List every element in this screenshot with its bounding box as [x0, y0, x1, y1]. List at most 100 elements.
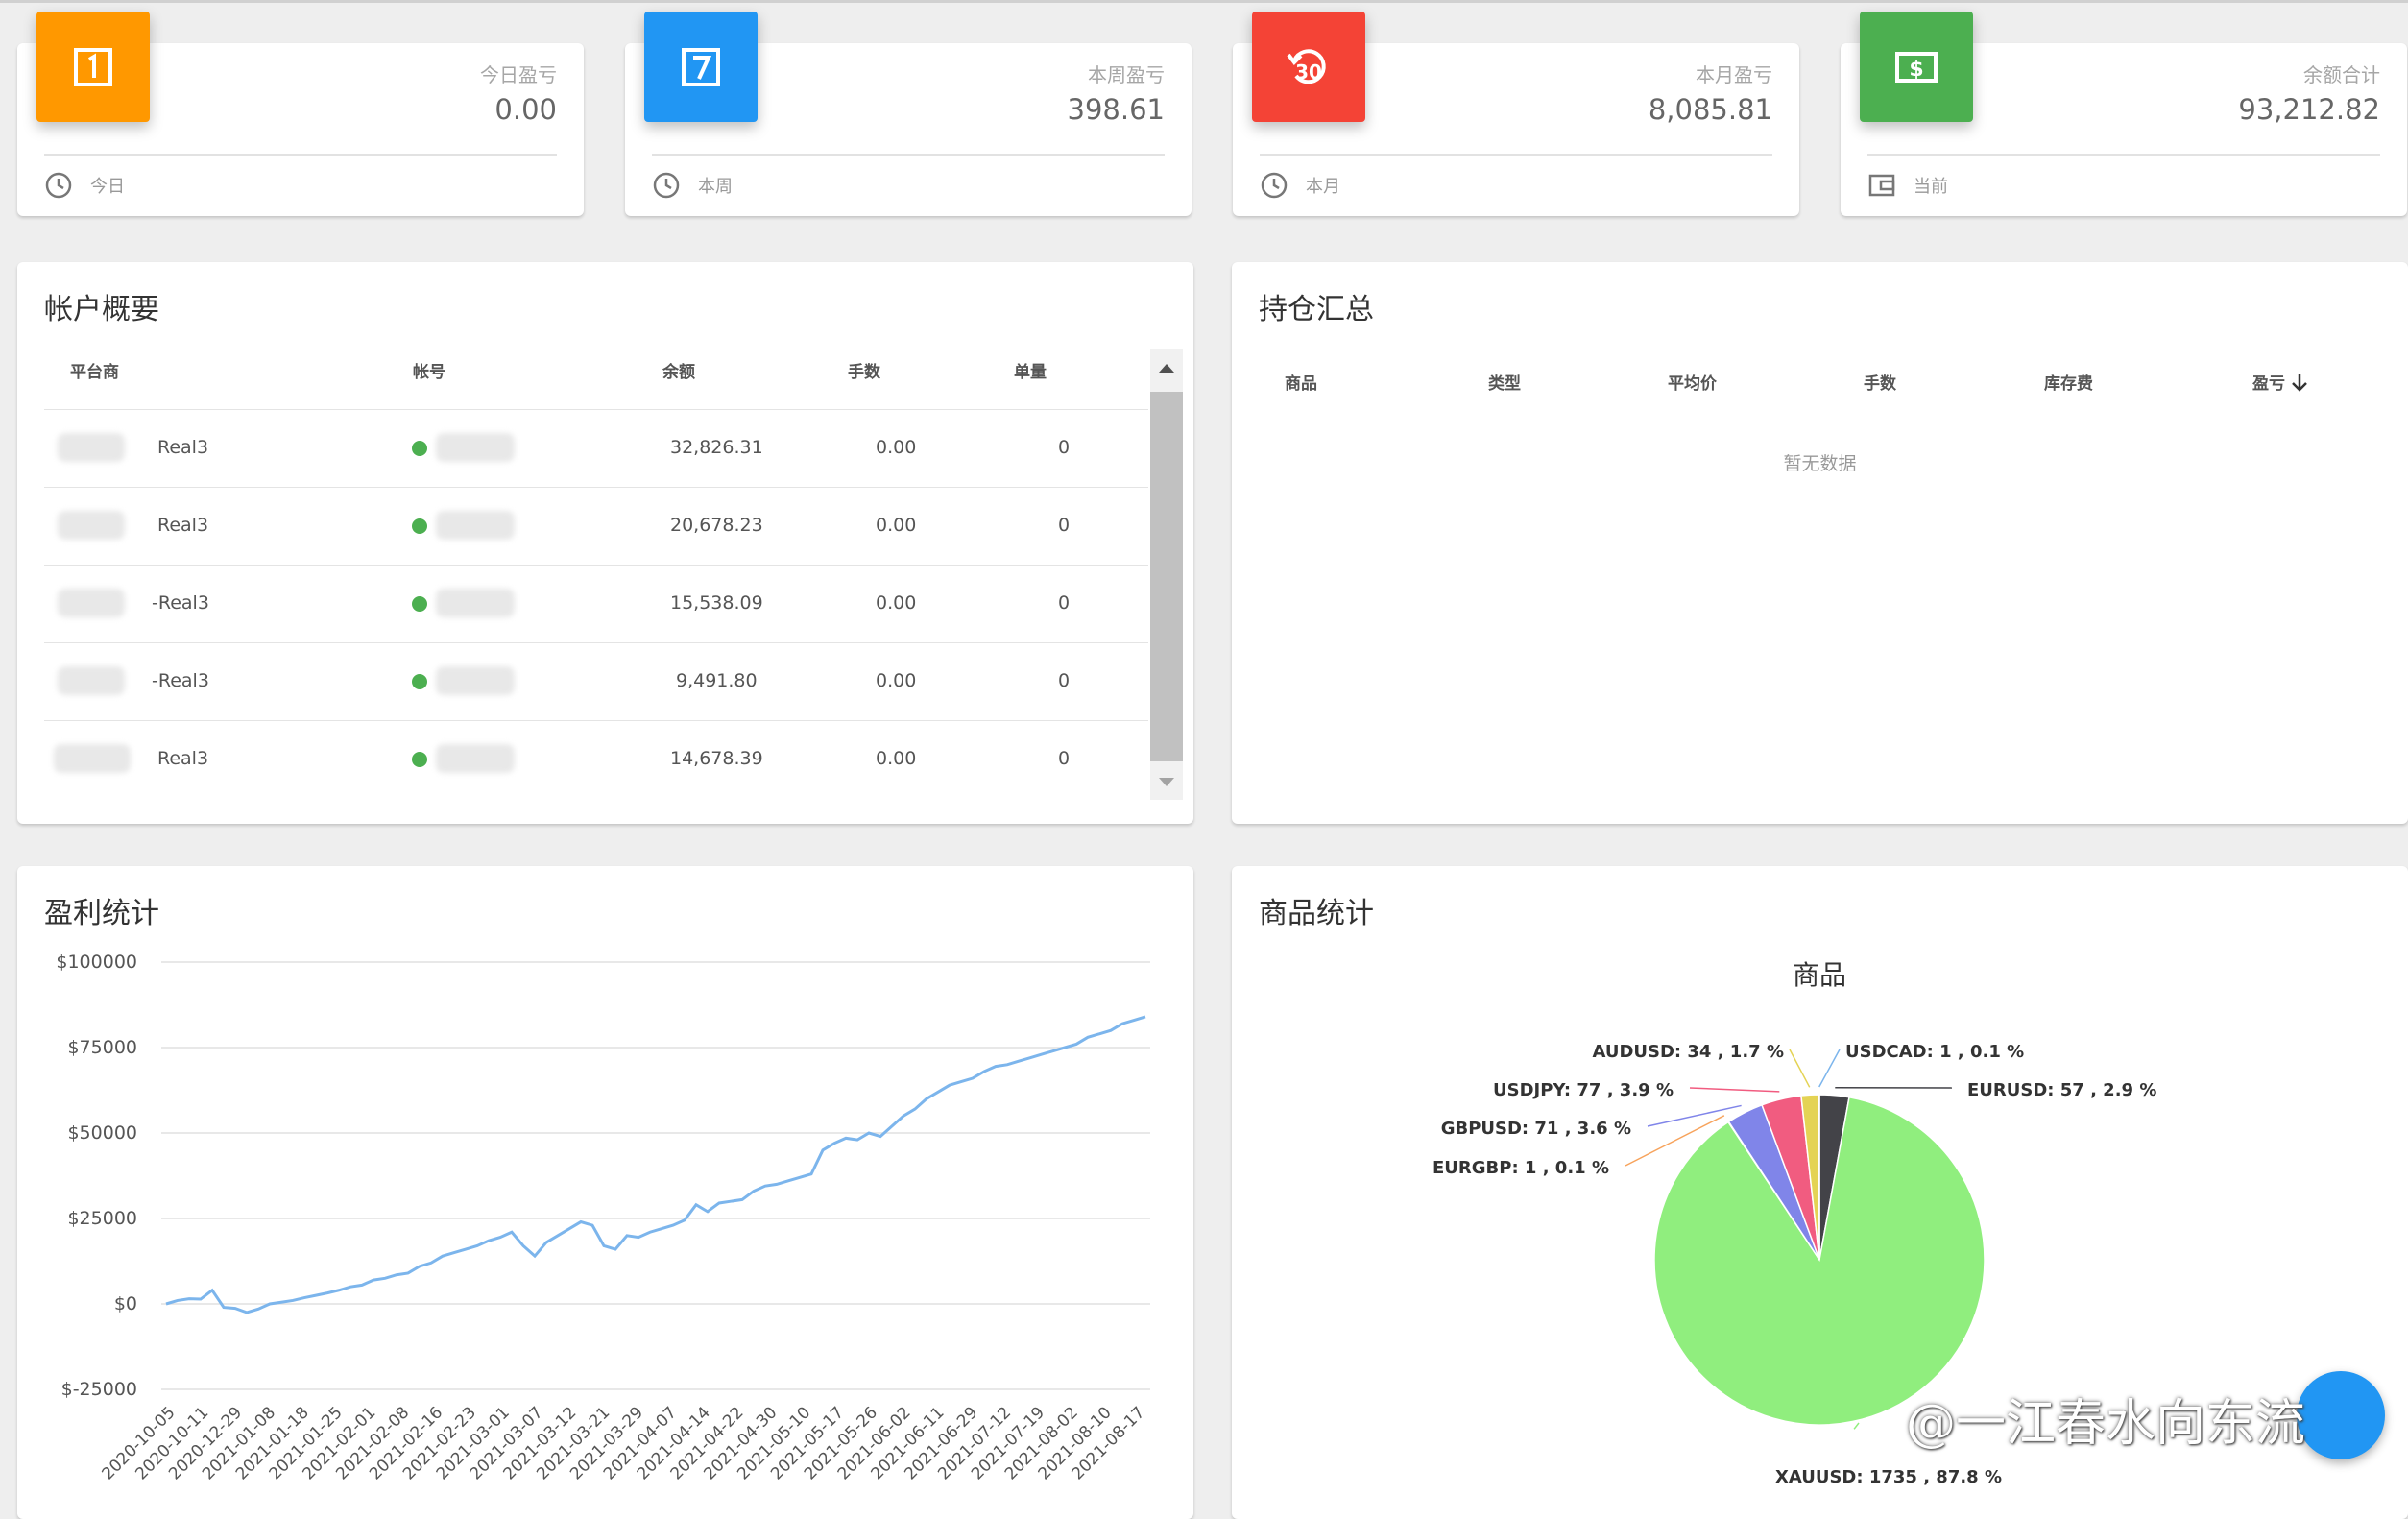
cell-broker: -Real3	[152, 670, 209, 691]
cell-orders: 0	[1058, 670, 1070, 691]
calendar-7-icon	[680, 46, 722, 88]
col-header-broker[interactable]: 平台商	[70, 358, 119, 382]
stat-value: 398.61	[1068, 93, 1165, 126]
scroll-down-arrow-icon[interactable]	[1150, 768, 1183, 797]
clock-icon	[1260, 171, 1288, 200]
status-dot	[412, 596, 427, 612]
redacted-broker	[58, 511, 125, 540]
cell-orders: 0	[1058, 515, 1070, 536]
redacted-account	[436, 666, 515, 695]
redacted-account	[436, 744, 515, 773]
stat-footer-label: 本月	[1306, 173, 1340, 198]
y-tick-label: $25000	[67, 1208, 137, 1229]
clock-icon	[652, 171, 681, 200]
pie-label-usdjpy: USDJPY: 77 , 3.9 %	[1493, 1080, 1674, 1100]
scroll-up-arrow-icon[interactable]	[1150, 353, 1183, 382]
col-header-account[interactable]: 帐号	[413, 358, 445, 382]
pie-connector	[1819, 1049, 1840, 1087]
cell-balance: 9,491.80	[676, 670, 758, 691]
watermark-text: @一江春水向东流	[1906, 1383, 2305, 1455]
history-30-icon: 30	[1285, 43, 1333, 91]
stat-footer-label: 今日	[90, 173, 125, 198]
stat-footer-label: 本周	[698, 173, 733, 198]
redacted-account	[436, 433, 515, 462]
y-tick-label: $75000	[67, 1037, 137, 1058]
pie-label-gbpusd: GBPUSD: 71 , 3.6 %	[1441, 1119, 1631, 1139]
pie-label-xauusd: XAUUSD: 1735 , 87.8 %	[1775, 1467, 2002, 1487]
pie-connector	[1790, 1049, 1810, 1087]
stat-icon-box	[36, 12, 150, 122]
col-header-lots[interactable]: 手数	[848, 358, 880, 382]
table-row[interactable]: -Real3 9,491.80 0.00 0	[44, 642, 1148, 721]
stat-label: 余额合计	[2303, 60, 2380, 87]
stat-icon-box: $	[1860, 12, 1973, 122]
col-header-orders[interactable]: 单量	[1014, 358, 1047, 382]
cell-orders: 0	[1058, 437, 1070, 458]
floating-action-button[interactable]	[2297, 1371, 2385, 1459]
stat-divider	[44, 154, 557, 156]
redacted-broker	[58, 666, 125, 695]
cell-lots: 0.00	[876, 748, 916, 769]
col-header-type[interactable]: 类型	[1488, 370, 1521, 394]
scrollbar-thumb[interactable]	[1150, 392, 1183, 761]
pie-title: 商品	[1793, 959, 1846, 991]
cell-broker: -Real3	[152, 592, 209, 614]
stat-card-today: 今日盈亏 0.00 今日	[17, 43, 584, 216]
col-header-avg-price[interactable]: 平均价	[1668, 370, 1717, 394]
stat-icon-box	[644, 12, 758, 122]
stat-value: 8,085.81	[1649, 93, 1772, 126]
col-header-balance[interactable]: 余额	[662, 358, 695, 382]
status-dot	[412, 518, 427, 534]
cell-orders: 0	[1058, 748, 1070, 769]
redacted-broker	[54, 744, 131, 773]
col-header-profit-label: 盈亏	[2252, 370, 2285, 394]
stat-label: 今日盈亏	[480, 60, 557, 87]
col-header-symbol[interactable]: 商品	[1285, 370, 1317, 394]
money-icon: $	[1894, 48, 1938, 86]
svg-text:$: $	[1909, 58, 1923, 82]
stat-card-balance: $ 余额合计 93,212.82 当前	[1841, 43, 2407, 216]
table-row[interactable]: Real3 20,678.23 0.00 0	[44, 487, 1148, 566]
cell-lots: 0.00	[876, 670, 916, 691]
empty-state-text: 暂无数据	[1232, 449, 2408, 475]
sort-desc-icon[interactable]	[2289, 371, 2310, 394]
cell-broker: Real3	[157, 437, 208, 458]
stat-footer: 今日	[44, 171, 125, 200]
cell-lots: 0.00	[876, 437, 916, 458]
y-tick-label: $100000	[56, 952, 137, 973]
col-header-lots[interactable]: 手数	[1864, 370, 1896, 394]
table-row[interactable]: Real3 32,826.31 0.00 0	[44, 409, 1148, 488]
account-summary-panel: 帐户概要 平台商 帐号 余额 手数 单量 Real3 32,826.31 0.0…	[17, 262, 1193, 824]
cell-lots: 0.00	[876, 592, 916, 614]
profit-series-line	[166, 1017, 1145, 1313]
svg-text:30: 30	[1295, 60, 1322, 84]
stat-icon-box: 30	[1252, 12, 1365, 122]
calendar-1-icon	[72, 46, 114, 88]
panel-title: 持仓汇总	[1259, 285, 1374, 327]
stat-footer: 本月	[1260, 171, 1340, 200]
status-dot	[412, 674, 427, 689]
pie-label-eurgbp: EURGBP: 1 , 0.1 %	[1433, 1158, 1609, 1178]
redacted-account	[436, 589, 515, 617]
top-border	[0, 0, 2408, 3]
pie-label-eurusd: EURUSD: 57 , 2.9 %	[1967, 1080, 2156, 1100]
clock-icon	[44, 171, 73, 200]
table-row[interactable]: -Real3 15,538.09 0.00 0	[44, 565, 1148, 643]
pie-connector	[1690, 1088, 1779, 1092]
stat-card-week: 本周盈亏 398.61 本周	[625, 43, 1192, 216]
status-dot	[412, 441, 427, 456]
positions-summary-panel: 持仓汇总 商品 类型 平均价 手数 库存费 盈亏 暂无数据	[1232, 262, 2408, 824]
stat-card-month: 30 本月盈亏 8,085.81 本月	[1233, 43, 1799, 216]
y-tick-label: $0	[114, 1293, 137, 1314]
pie-slice-usdcad[interactable]	[1818, 1095, 1819, 1260]
wallet-icon	[1867, 171, 1896, 200]
profit-line-chart: $100000$75000$50000$25000$0$-250002020-1…	[17, 866, 1193, 1519]
cell-lots: 0.00	[876, 515, 916, 536]
stat-footer: 当前	[1867, 171, 1948, 200]
cell-balance: 32,826.31	[670, 437, 763, 458]
redacted-broker	[58, 589, 125, 617]
table-row[interactable]: Real3 14,678.39 0.00 0	[44, 720, 1148, 799]
panel-title: 帐户概要	[44, 285, 159, 327]
col-header-swap[interactable]: 库存费	[2044, 370, 2093, 394]
col-header-profit[interactable]: 盈亏	[2252, 370, 2310, 394]
